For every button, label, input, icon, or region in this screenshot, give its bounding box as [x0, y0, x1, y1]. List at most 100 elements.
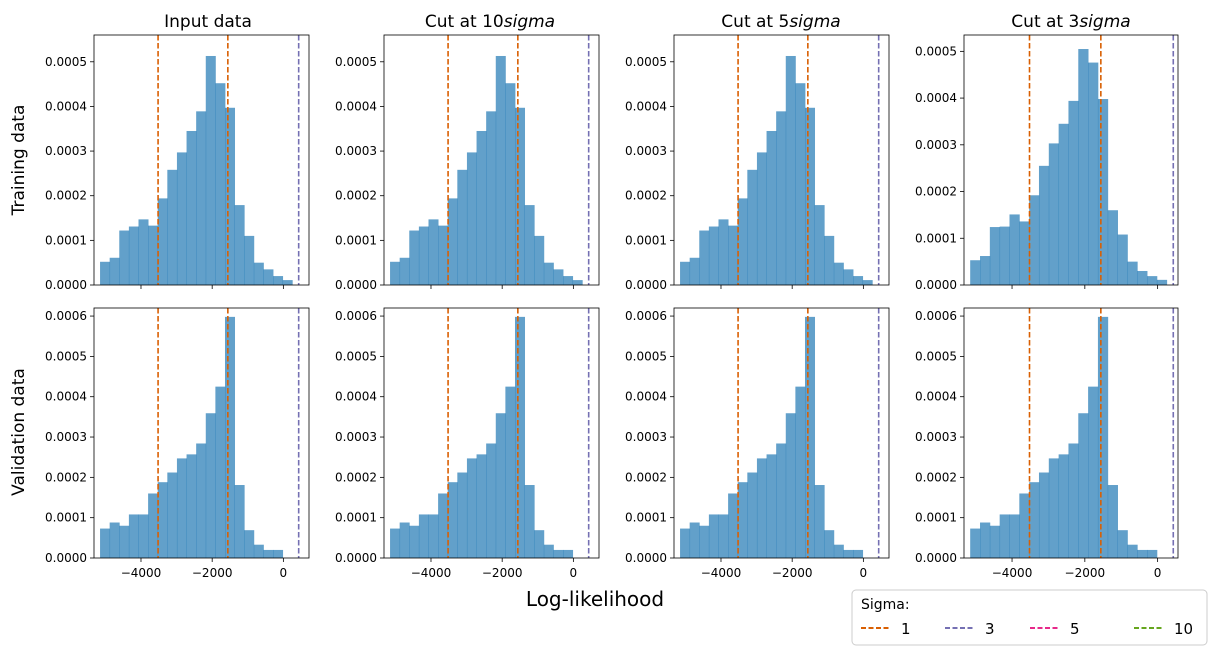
- histogram-bar: [970, 260, 981, 285]
- histogram-bar: [833, 262, 844, 285]
- histogram-bar: [234, 205, 245, 285]
- histogram-bar: [215, 386, 226, 558]
- y-tick-label: 0.0003: [915, 138, 957, 152]
- histogram-bar: [1088, 62, 1099, 285]
- histogram-bar: [766, 130, 777, 285]
- histogram-bar: [157, 198, 168, 285]
- histogram-panel-training-2: 0.0000 0.0001 0.0002 0.0003 0.0004 0.0005: [335, 34, 600, 292]
- column-title-4: Cut at 3sigma: [1011, 12, 1130, 32]
- histogram-bar: [747, 472, 758, 558]
- histogram-bar: [524, 485, 535, 558]
- histogram-bar: [680, 528, 691, 558]
- histogram-bar: [708, 226, 719, 285]
- y-tick-label: 0.0002: [335, 189, 377, 203]
- histogram-bar: [466, 458, 477, 558]
- legend-frame: [851, 589, 1208, 646]
- y-tick-label: 0.0003: [335, 144, 377, 158]
- axes-frame: [93, 307, 310, 559]
- histogram-bar: [438, 493, 449, 558]
- histogram-bar: [438, 225, 449, 285]
- histogram-bar: [409, 525, 420, 558]
- histogram-bar: [1038, 472, 1050, 558]
- axes-frame: [93, 34, 310, 286]
- histogram-bar: [804, 107, 816, 286]
- histogram-bar: [1156, 279, 1168, 285]
- histogram-bar: [1019, 221, 1030, 285]
- column-title-2: Cut at 10sigma: [425, 12, 555, 32]
- histogram-bar: [1058, 454, 1069, 558]
- histogram-bar: [1107, 485, 1118, 558]
- y-tick-label: 0.0000: [625, 278, 667, 292]
- axes-frame: [383, 307, 600, 559]
- histogram-bar: [390, 528, 401, 558]
- y-tick-label: 0.0000: [625, 551, 667, 565]
- histogram-bar: [824, 235, 835, 285]
- histogram-bar: [699, 525, 710, 558]
- y-tick-label: 0.0006: [45, 309, 87, 323]
- y-tick-label: 0.0002: [625, 470, 667, 484]
- histogram-bar: [514, 107, 526, 286]
- y-tick-label: 0.0001: [625, 233, 667, 247]
- y-tick-label: 0.0002: [335, 470, 377, 484]
- legend-label-sigma-1: 1: [901, 620, 911, 638]
- histogram-bar: [737, 198, 748, 285]
- histogram-bar: [273, 276, 284, 285]
- y-tick-label: 0.0005: [915, 349, 957, 363]
- histogram-bar: [476, 454, 487, 558]
- histogram-bar: [196, 443, 207, 558]
- histogram-bar: [1088, 386, 1099, 558]
- histogram-bar: [514, 316, 526, 558]
- x-tick-label: −4000: [411, 566, 452, 580]
- y-tick-label: 0.0003: [915, 430, 957, 444]
- histogram-bar: [1009, 214, 1020, 285]
- histogram-panel-training-1: 0.0000 0.0001 0.0002 0.0003 0.0004 0.0005: [45, 34, 310, 292]
- histogram-bar: [486, 111, 497, 285]
- histogram-bar: [205, 55, 216, 285]
- legend-label-sigma-3: 3: [985, 620, 995, 638]
- legend-title: Sigma:: [861, 597, 910, 613]
- y-tick-label: 0.0005: [335, 349, 377, 363]
- histogram-bar: [1029, 482, 1040, 558]
- y-tick-label: 0.0002: [625, 189, 667, 203]
- y-tick-label: 0.0002: [915, 185, 957, 199]
- histogram-bar: [824, 530, 835, 558]
- histogram-bar: [1068, 443, 1079, 558]
- histogram-bar: [409, 230, 420, 285]
- y-tick-label: 0.0001: [625, 511, 667, 525]
- y-tick-label: 0.0002: [45, 189, 87, 203]
- histogram-bar: [157, 482, 168, 558]
- histogram-bar: [100, 528, 111, 558]
- y-tick-label: 0.0006: [625, 309, 667, 323]
- y-tick-label: 0.0001: [915, 511, 957, 525]
- y-tick-label: 0.0001: [45, 233, 87, 247]
- histogram-bar: [1048, 143, 1060, 285]
- y-tick-label: 0.0003: [625, 144, 667, 158]
- axes-frame: [673, 307, 890, 559]
- histogram-bar: [756, 152, 767, 285]
- histogram-bar: [814, 205, 825, 285]
- histogram-bar: [457, 472, 468, 558]
- histogram-bar: [572, 280, 583, 285]
- histogram-bar: [804, 316, 816, 558]
- y-tick-label: 0.0004: [915, 390, 957, 404]
- y-tick-label: 0.0001: [335, 511, 377, 525]
- histogram-bar: [1078, 413, 1089, 558]
- histogram-bar: [418, 226, 429, 285]
- histogram-bar: [1147, 549, 1158, 558]
- x-tick-label: −4000: [701, 566, 742, 580]
- histogram-bar: [253, 544, 264, 558]
- histogram-bar: [466, 152, 477, 285]
- histogram-bar: [853, 549, 864, 558]
- histogram-bar: [795, 83, 806, 285]
- histogram-bar: [138, 514, 149, 558]
- histogram-bar: [1097, 316, 1109, 558]
- histogram-bar: [244, 235, 255, 285]
- row-label-training: Training data: [9, 105, 29, 217]
- histogram-bar: [167, 472, 178, 558]
- histogram-bar: [138, 219, 149, 285]
- y-tick-label: 0.0004: [625, 390, 667, 404]
- y-tick-label: 0.0005: [335, 55, 377, 69]
- histogram-bar: [1117, 530, 1128, 558]
- y-tick-label: 0.0003: [45, 144, 87, 158]
